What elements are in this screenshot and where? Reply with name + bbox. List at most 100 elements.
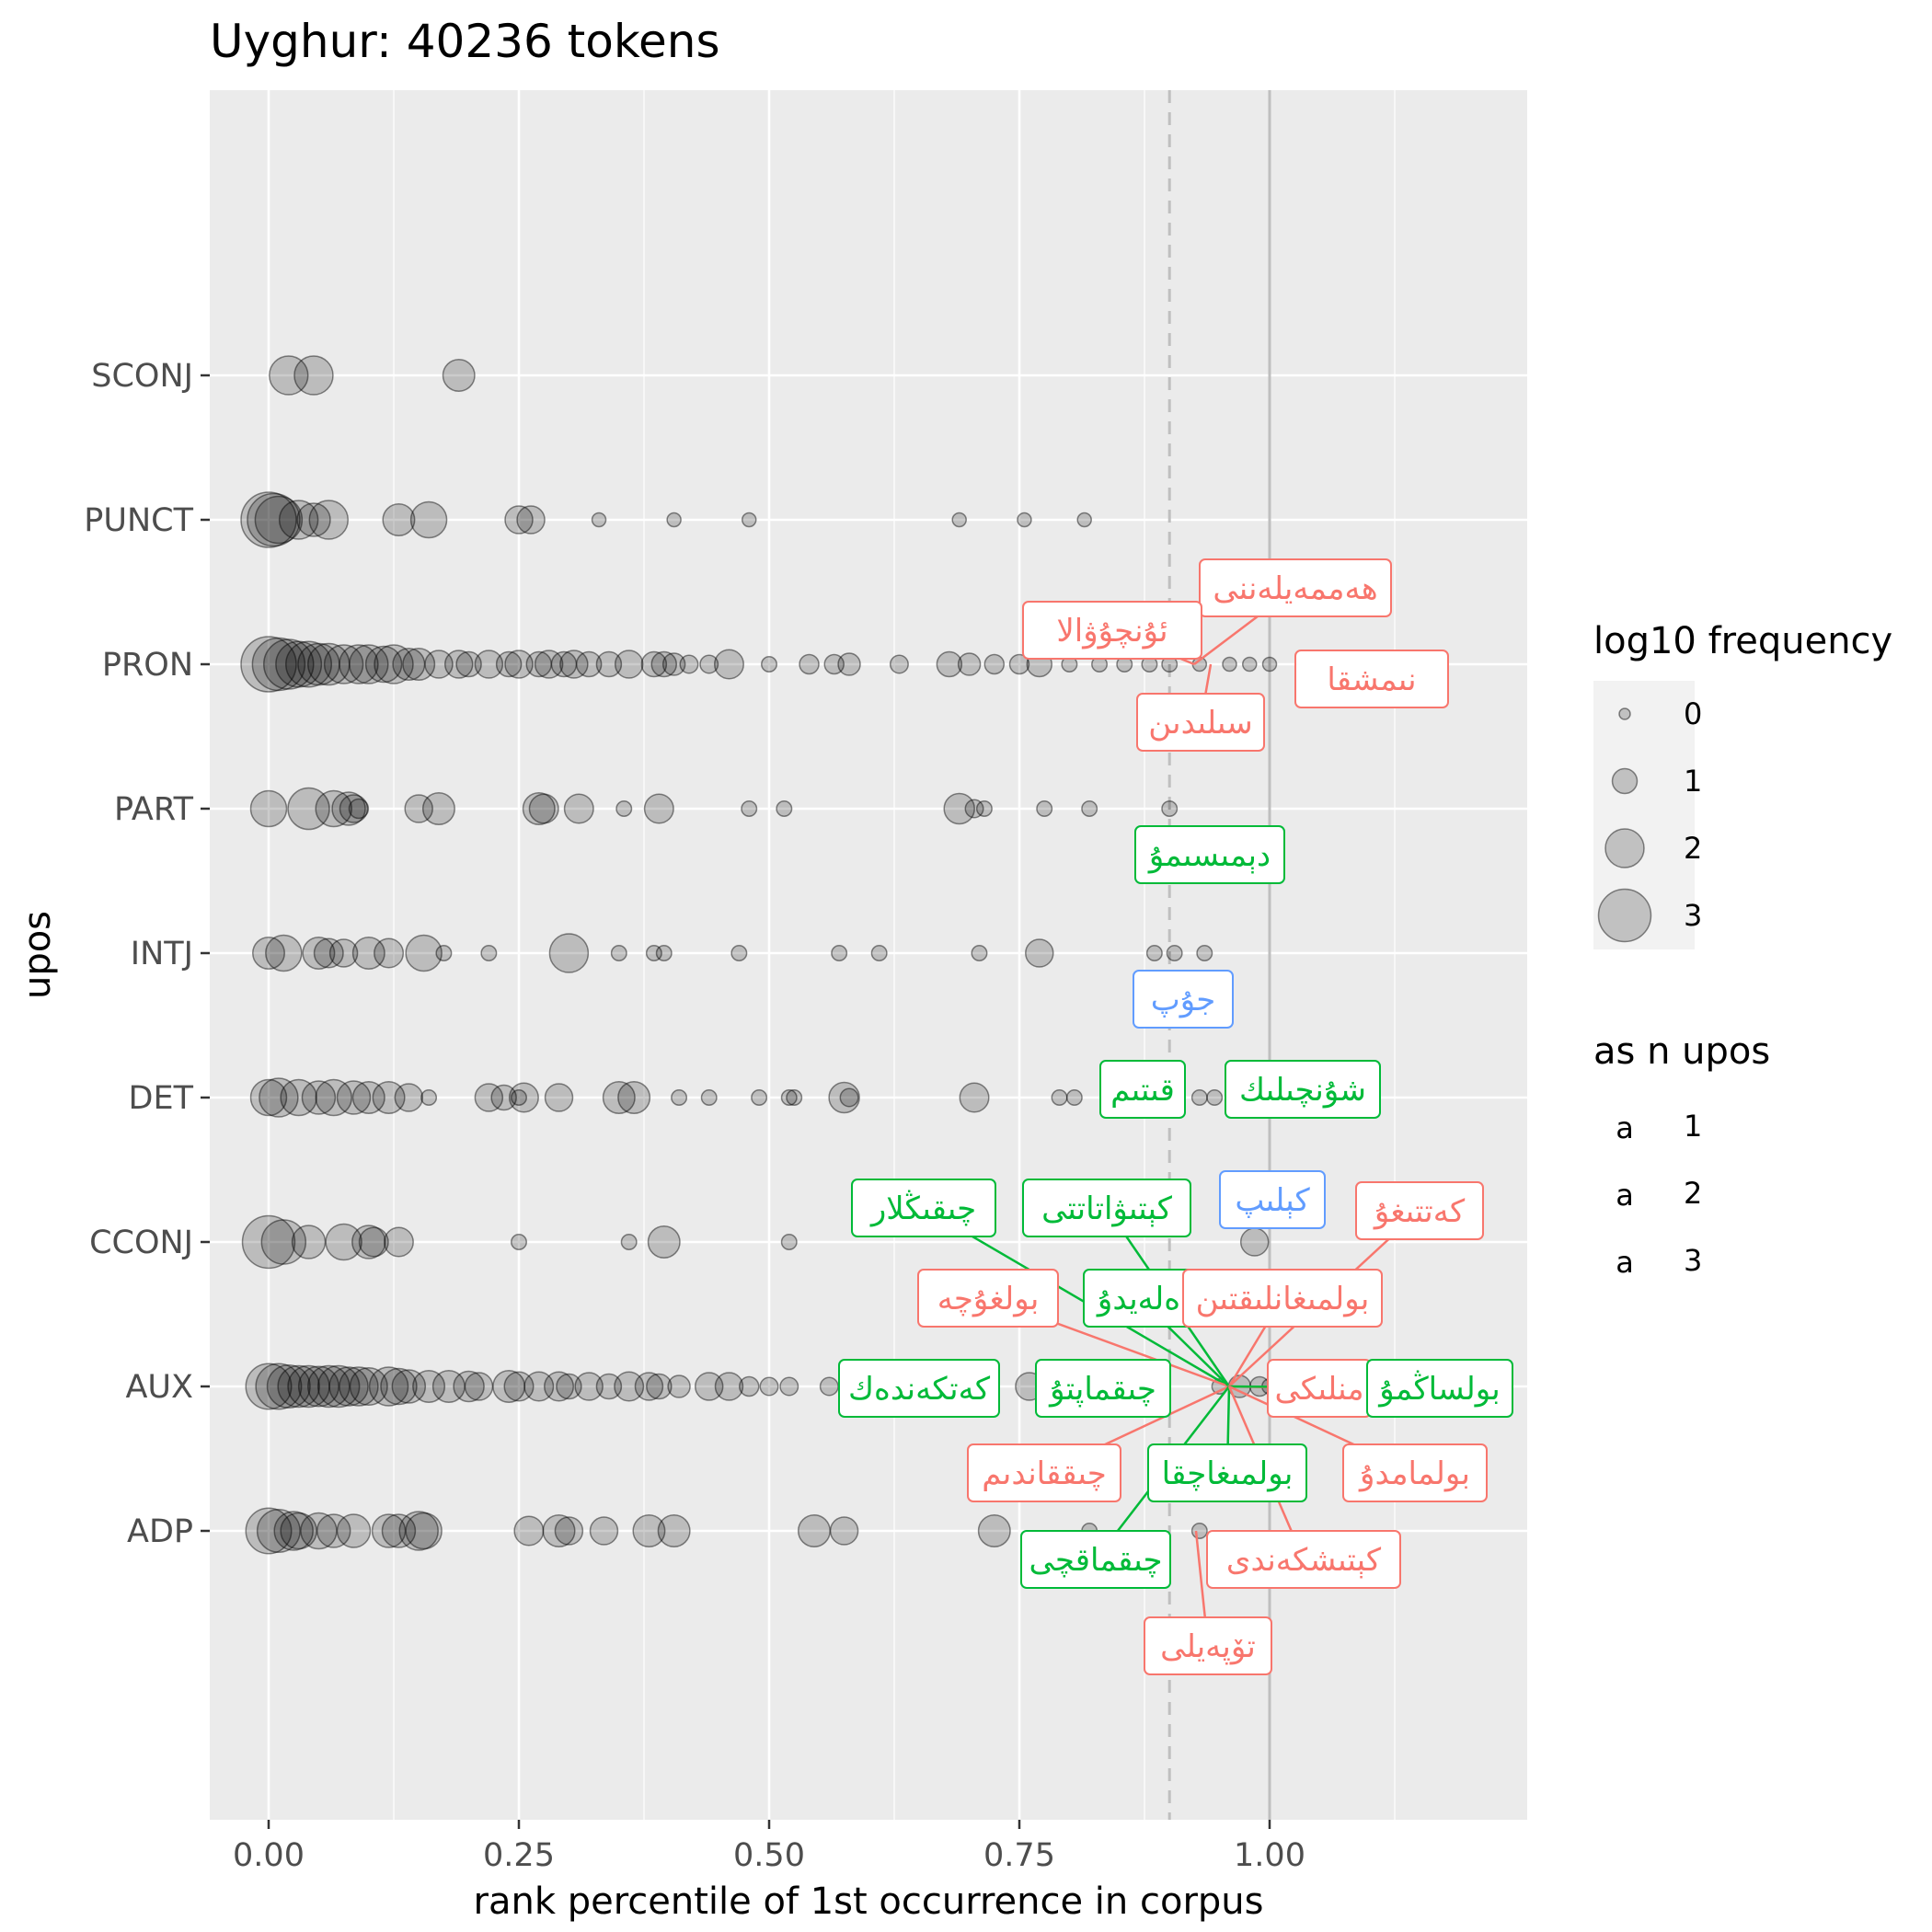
data-point <box>495 650 523 678</box>
data-point <box>983 653 1006 675</box>
data-point <box>374 937 405 969</box>
data-point <box>542 1514 576 1547</box>
data-point <box>971 945 988 961</box>
data-point <box>828 1081 860 1114</box>
annotation-text: كەتكەندەك <box>848 1371 991 1408</box>
data-point <box>751 1089 768 1106</box>
data-point <box>646 1373 673 1400</box>
data-point <box>328 1366 369 1407</box>
legend-size-key <box>1597 888 1652 943</box>
data-point <box>349 1367 388 1406</box>
annotation-text: جۇپ <box>1151 982 1216 1018</box>
data-point <box>504 650 534 679</box>
data-point <box>256 1509 301 1553</box>
data-point <box>761 656 777 673</box>
annotation-label: چىققاندىم <box>967 1443 1121 1502</box>
annotation-text: بولمىغانلىقتىن <box>1196 1281 1370 1317</box>
data-point <box>713 649 744 680</box>
x-tick-label: 0.25 <box>483 1837 555 1874</box>
data-point <box>819 1376 839 1397</box>
data-point <box>490 1084 517 1111</box>
data-point <box>679 654 699 674</box>
annotation-label: بولمامدۇ <box>1342 1443 1488 1502</box>
data-point <box>544 1371 575 1402</box>
data-point <box>424 650 454 679</box>
annotation-text: كېلىپ <box>1235 1182 1310 1219</box>
y-tick-label: PUNCT <box>84 502 193 539</box>
data-point <box>316 1364 361 1409</box>
annotation-label: منلىكى <box>1267 1359 1372 1418</box>
data-point <box>285 640 333 688</box>
data-point <box>371 1513 407 1548</box>
annotation-box <box>1136 693 1265 752</box>
data-point <box>525 650 553 678</box>
data-point <box>647 1225 681 1259</box>
data-point <box>550 650 578 678</box>
series-det <box>249 1077 1243 1118</box>
data-point <box>381 1513 417 1548</box>
legend-size-key-bg <box>1593 748 1695 815</box>
annotation-box <box>1035 1359 1171 1418</box>
annotation-label: ئۇنچۇۋالا <box>1022 601 1202 660</box>
data-point <box>943 792 975 825</box>
data-point <box>474 650 504 679</box>
data-point <box>1196 945 1213 961</box>
data-point <box>591 512 607 528</box>
data-point <box>964 799 984 819</box>
data-point <box>453 1370 485 1403</box>
annotation-box <box>1134 825 1285 884</box>
annotation-text: ئۇنچۇۋالا <box>1056 613 1167 650</box>
data-point <box>634 1372 664 1401</box>
data-point <box>374 644 414 684</box>
x-tick-label: 0.50 <box>733 1837 805 1874</box>
legend-size-label: 2 <box>1684 831 1702 866</box>
data-point <box>331 791 366 826</box>
data-point <box>405 934 443 972</box>
data-point <box>503 1371 535 1402</box>
data-point <box>435 945 453 961</box>
data-point <box>776 800 793 817</box>
annotation-text: دېمىسىمۇ <box>1147 837 1271 874</box>
legend-size-label: 1 <box>1684 764 1702 799</box>
data-point <box>240 491 297 548</box>
legend-size-key <box>1618 707 1631 720</box>
series-sconj <box>269 355 476 396</box>
data-point <box>738 1375 760 1397</box>
data-point <box>595 650 623 678</box>
legend-color: as n upos a 1 a 2 a 3 <box>1593 1030 1770 1280</box>
data-point <box>297 642 340 686</box>
annotation-text: شۇنچىلىك <box>1239 1072 1366 1109</box>
data-point <box>575 650 603 678</box>
legend-size-label: 0 <box>1684 696 1702 731</box>
annotation-text: منلىكى <box>1274 1371 1363 1408</box>
data-point <box>301 1080 337 1115</box>
y-tick-label: PART <box>114 791 194 828</box>
data-point <box>323 644 364 684</box>
data-point <box>245 1507 293 1555</box>
annotation-label: كەتتىغۇ <box>1355 1181 1484 1240</box>
data-point <box>455 650 482 678</box>
data-point <box>741 800 758 817</box>
annotation-text: چىقماقچى <box>1029 1542 1162 1579</box>
data-point <box>797 1514 831 1547</box>
data-point <box>336 1080 372 1115</box>
data-point <box>780 1089 798 1106</box>
data-point <box>383 1226 414 1258</box>
data-point <box>1065 1089 1083 1106</box>
legend-size-title: log10 frequency <box>1593 620 1892 662</box>
data-point <box>405 1512 443 1550</box>
data-point <box>252 937 285 970</box>
data-point <box>474 1083 504 1112</box>
leader-line <box>923 1206 1230 1388</box>
data-point <box>589 1516 619 1546</box>
data-point <box>714 1372 744 1401</box>
data-point <box>1145 945 1163 961</box>
legend-size-key-bg <box>1593 681 1695 748</box>
data-point <box>287 1364 330 1409</box>
annotation-label: بولمىغاچقا <box>1147 1443 1307 1502</box>
annotation-box <box>851 1179 996 1237</box>
legend-size-key <box>1611 767 1639 795</box>
annotation-label: كېلىپ <box>1219 1170 1326 1229</box>
annotation-label: سىلىدىن <box>1136 693 1265 752</box>
data-point <box>1261 656 1278 673</box>
